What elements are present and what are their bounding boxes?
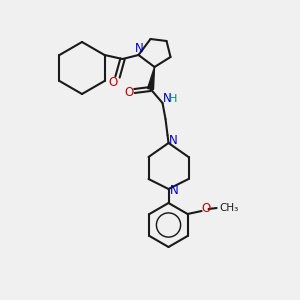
Text: N: N	[169, 134, 178, 146]
Text: N: N	[163, 92, 172, 106]
Polygon shape	[148, 67, 154, 89]
Text: CH₃: CH₃	[219, 203, 238, 213]
Text: N: N	[170, 184, 179, 197]
Text: O: O	[201, 202, 210, 214]
Text: O: O	[108, 76, 117, 88]
Text: H: H	[169, 94, 178, 104]
Text: O: O	[124, 85, 133, 98]
Text: N: N	[135, 41, 144, 55]
